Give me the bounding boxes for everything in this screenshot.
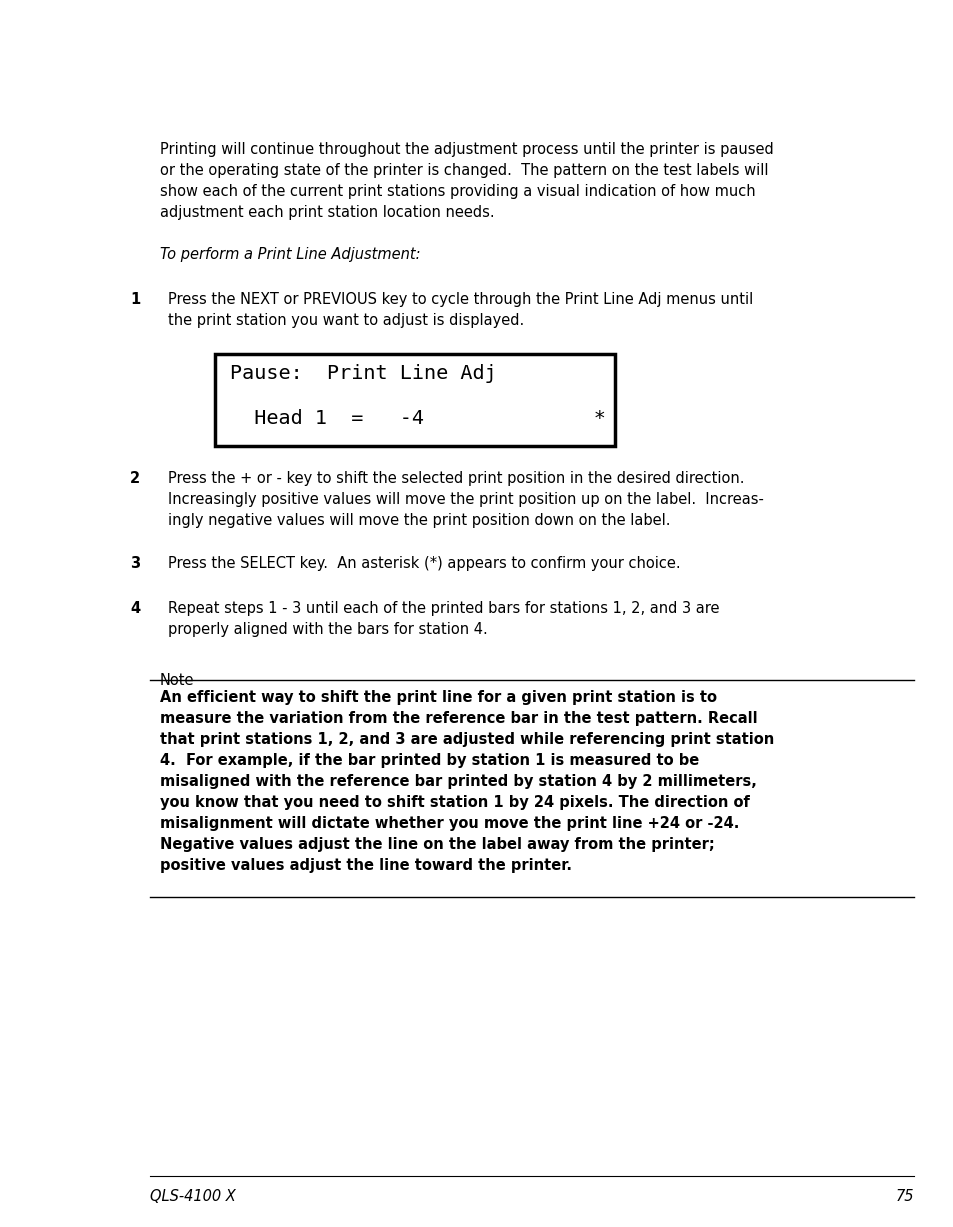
Text: To perform a Print Line Adjustment:: To perform a Print Line Adjustment: xyxy=(160,247,420,263)
Text: 3: 3 xyxy=(130,556,140,571)
Text: Press the NEXT or PREVIOUS key to cycle through the Print Line Adj menus until
t: Press the NEXT or PREVIOUS key to cycle … xyxy=(168,292,753,328)
Text: Note: Note xyxy=(160,672,194,688)
FancyBboxPatch shape xyxy=(214,355,615,445)
Text: Press the SELECT key.  An asterisk (*) appears to confirm your choice.: Press the SELECT key. An asterisk (*) ap… xyxy=(168,556,679,571)
Text: 1: 1 xyxy=(130,292,140,307)
Text: 75: 75 xyxy=(895,1189,913,1204)
Text: Pause:  Print Line Adj: Pause: Print Line Adj xyxy=(230,364,497,383)
Text: Printing will continue throughout the adjustment process until the printer is pa: Printing will continue throughout the ad… xyxy=(160,142,773,220)
Text: Head 1  =   -4              *: Head 1 = -4 * xyxy=(230,409,605,428)
Text: Repeat steps 1 - 3 until each of the printed bars for stations 1, 2, and 3 are
p: Repeat steps 1 - 3 until each of the pri… xyxy=(168,601,719,637)
Text: 4: 4 xyxy=(130,601,140,616)
Text: Press the + or - key to shift the selected print position in the desired directi: Press the + or - key to shift the select… xyxy=(168,471,763,528)
Text: QLS-4100 X: QLS-4100 X xyxy=(150,1189,235,1204)
Text: An efficient way to shift the print line for a given print station is to
measure: An efficient way to shift the print line… xyxy=(160,690,774,872)
Text: 2: 2 xyxy=(130,471,140,486)
